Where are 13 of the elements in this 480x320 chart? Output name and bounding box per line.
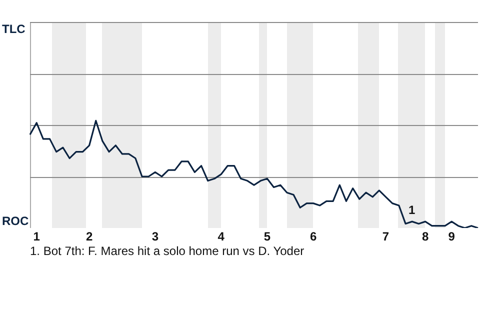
text: ROC — [2, 214, 29, 228]
x-tick-label: 5 — [264, 230, 271, 244]
annotation: 1 — [408, 203, 416, 217]
text: TLC — [2, 22, 26, 36]
x-tick-label: 3 — [152, 230, 159, 244]
x-tick-label: 4 — [218, 230, 225, 244]
text: 1. Bot 7th: F. Mares hit a solo home run vs D. Yoder — [30, 244, 304, 258]
x-tick-label: 9 — [448, 230, 456, 244]
x-tick-label: 7 — [382, 230, 390, 244]
x-tick-label: 8 — [422, 230, 429, 244]
x-tick-label: 1 — [33, 230, 40, 244]
x-tick-label: 6 — [310, 230, 317, 244]
x-tick-label: 2 — [86, 230, 93, 244]
